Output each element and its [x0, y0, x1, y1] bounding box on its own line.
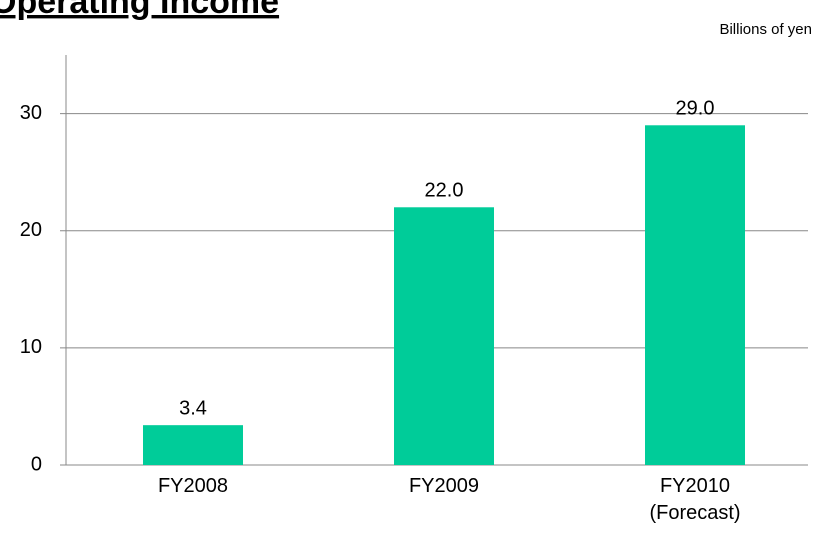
- y-tick-label: 30: [20, 102, 42, 124]
- bar: [645, 125, 745, 466]
- y-tick-label: 10: [20, 336, 42, 358]
- x-tick-label: FY2009: [408, 475, 480, 497]
- value-label: 3.4: [179, 397, 207, 419]
- bar: [394, 207, 494, 466]
- value-label: 29.0: [676, 98, 715, 120]
- unit-label: Billions of yen: [719, 21, 812, 38]
- chart-title: Operating Income: [0, 0, 279, 21]
- value-label: 22.0: [425, 180, 464, 202]
- x-tick-label: FY2008: [157, 475, 229, 497]
- y-tick-label: 0: [31, 453, 42, 475]
- y-tick-label: 20: [20, 219, 42, 241]
- x-tick-label: FY2010 (Forecast): [649, 475, 741, 524]
- bar: [143, 425, 243, 465]
